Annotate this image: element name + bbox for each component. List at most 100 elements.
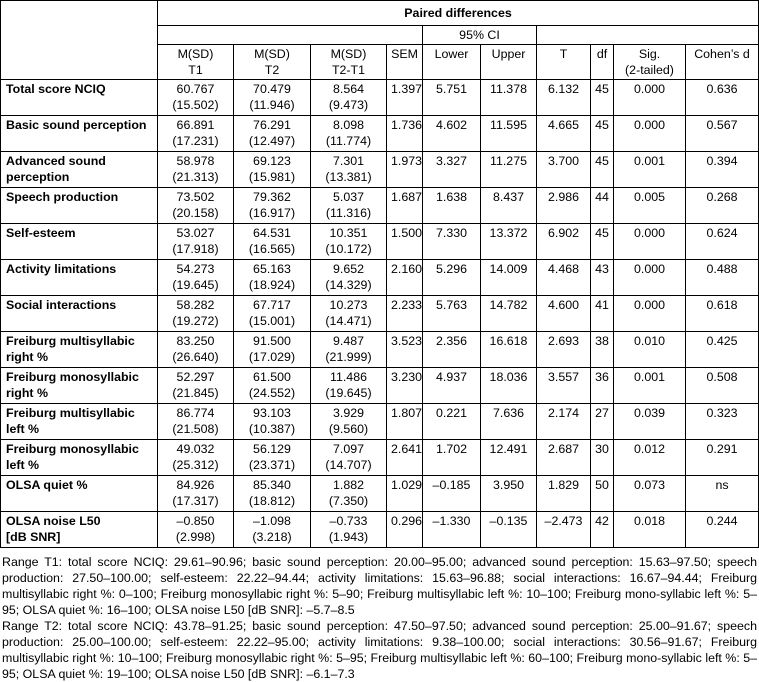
cell-cohens-d: 0.508: [684, 367, 759, 404]
range-t2-note: Range T2: total score NCIQ: 43.78–91.25;…: [2, 619, 757, 681]
cell-sem: 3.230: [386, 367, 423, 404]
row-label: Freiburg monosyllabic left %: [0, 439, 158, 476]
cell-ci-upper: 18.036: [480, 367, 537, 404]
cell-significance: 0.073: [613, 475, 686, 512]
cell-df: 44: [590, 187, 614, 224]
cell-mean-sd-diff: 9.652 (14.329): [310, 259, 387, 296]
cell-mean-sd-t1: –0.850 (2.998): [157, 511, 234, 548]
cell-mean-sd-diff: 5.037 (11.316): [310, 187, 387, 224]
cell-t-value: 1.829: [536, 475, 591, 512]
cell-ci-upper: 12.491: [480, 439, 537, 476]
cell-mean-sd-t2: 69.123 (15.981): [233, 151, 311, 188]
cell-ci-upper: 14.782: [480, 295, 537, 332]
cell-ci-lower: 4.602: [422, 115, 481, 152]
cell-mean-sd-t2: 70.479 (11.946): [233, 79, 311, 116]
cell-ci-upper: 13.372: [480, 223, 537, 260]
cell-ci-upper: 11.275: [480, 151, 537, 188]
cell-sem: 1.029: [386, 475, 423, 512]
table-row: Freiburg monosyllabic right % 52.297 (21.8…: [0, 367, 759, 404]
cell-cohens-d: 0.291: [684, 439, 759, 476]
paired-differences-table: Paired differences 95% CI M(SD) T1 M(SD) T2…: [0, 0, 759, 548]
cell-mean-sd-t1: 58.282 (19.272): [157, 295, 234, 332]
cell-ci-lower: 3.327: [422, 151, 481, 188]
paired-differences-header: Paired differences: [156, 0, 759, 26]
cell-sem: 1.736: [386, 115, 423, 152]
cell-ci-upper: 11.595: [480, 115, 537, 152]
ci-header: 95% CI: [422, 25, 537, 45]
cell-cohens-d: 0.394: [684, 151, 759, 188]
row-label: Freiburg multisyllabic left %: [0, 403, 158, 440]
cell-significance: 0.000: [613, 259, 686, 296]
cell-mean-sd-t2: 79.362 (16.917): [233, 187, 311, 224]
cell-ci-upper: 8.437: [480, 187, 537, 224]
empty-corner-cell: [0, 0, 158, 80]
table-row: Advanced sound perception 58.978 (21.313) 6…: [0, 151, 759, 188]
range-t1-note: Range T1: total score NCIQ: 29.61–90.96;…: [2, 555, 757, 617]
cell-mean-sd-diff: 11.486 (19.645): [310, 367, 387, 404]
cell-t-value: 2.693: [536, 331, 591, 368]
column-header-ci-upper: Upper: [480, 44, 537, 80]
cell-ci-lower: 7.330: [422, 223, 481, 260]
cell-mean-sd-t1: 86.774 (21.508): [157, 403, 234, 440]
table-row: Freiburg multisyllabic left % 86.774 (21.5…: [0, 403, 759, 440]
cell-sem: 1.807: [386, 403, 423, 440]
row-label: Freiburg monosyllabic right %: [0, 367, 158, 404]
table-row: Basic sound perception 66.891 (17.231) 76.2…: [0, 115, 759, 152]
cell-df: 27: [590, 403, 614, 440]
cell-t-value: 3.700: [536, 151, 591, 188]
cell-ci-upper: 11.378: [480, 79, 537, 116]
cell-ci-lower: 5.763: [422, 295, 481, 332]
cell-mean-sd-t2: 67.717 (15.001): [233, 295, 311, 332]
column-header-mean-sd-t1: M(SD) T1: [157, 44, 234, 80]
table-row: OLSA noise L50 [dB SNR] –0.850 (2.998) –1.09…: [0, 511, 759, 548]
row-label: OLSA noise L50 [dB SNR]: [0, 511, 158, 548]
row-label: Self-esteem: [0, 223, 158, 260]
cell-sem: 0.296: [386, 511, 423, 548]
cell-df: 41: [590, 295, 614, 332]
cell-mean-sd-diff: 8.098 (11.774): [310, 115, 387, 152]
column-header-t-value: T: [536, 44, 591, 80]
cell-df: 43: [590, 259, 614, 296]
cell-mean-sd-t1: 84.926 (17.317): [157, 475, 234, 512]
cell-df: 30: [590, 439, 614, 476]
table-row: Speech production 73.502 (20.158) 79.362 (16…: [0, 187, 759, 224]
cell-sem: 2.160: [386, 259, 423, 296]
table-row: Self-esteem 53.027 (17.918) 64.531 (16.565) 1…: [0, 223, 759, 260]
cell-mean-sd-diff: 7.097 (14.707): [310, 439, 387, 476]
cell-cohens-d: 0.425: [684, 331, 759, 368]
cell-sem: 3.523: [386, 331, 423, 368]
column-header-mean-sd-diff: M(SD) T2-T1: [310, 44, 387, 80]
cell-ci-upper: 7.636: [480, 403, 537, 440]
cell-mean-sd-t2: 76.291 (12.497): [233, 115, 311, 152]
cell-mean-sd-t1: 66.891 (17.231): [157, 115, 234, 152]
cell-sem: 1.397: [386, 79, 423, 116]
row-label: Total score NCIQ: [0, 79, 158, 116]
cell-mean-sd-t1: 53.027 (17.918): [157, 223, 234, 260]
cell-mean-sd-t2: 93.103 (10.387): [233, 403, 311, 440]
cell-df: 36: [590, 367, 614, 404]
cell-t-value: 2.174: [536, 403, 591, 440]
table-row: Social interactions 58.282 (19.272) 67.717(…: [0, 295, 759, 332]
row-label: OLSA quiet %: [0, 475, 158, 512]
cell-cohens-d: 0.624: [684, 223, 759, 260]
column-header-sem: SEM: [386, 44, 423, 80]
table-footnote: Range T1: total score NCIQ: 29.61–90.96;…: [2, 554, 757, 682]
cell-t-value: 4.600: [536, 295, 591, 332]
table-row: Freiburg multisyllabic right % 83.250 (26.…: [0, 331, 759, 368]
cell-sem: 2.233: [386, 295, 423, 332]
row-label: Advanced sound perception: [0, 151, 158, 188]
cell-mean-sd-diff: 7.301 (13.381): [310, 151, 387, 188]
cell-mean-sd-t1: 52.297 (21.845): [157, 367, 234, 404]
cell-mean-sd-t2: 85.340 (18.812): [233, 475, 311, 512]
cell-df: 42: [590, 511, 614, 548]
column-header-mean-sd-t2: M(SD) T2: [233, 44, 311, 80]
cell-ci-lower: 5.751: [422, 79, 481, 116]
cell-df: 50: [590, 475, 614, 512]
cell-significance: 0.000: [613, 115, 686, 152]
cell-significance: 0.039: [613, 403, 686, 440]
cell-ci-lower: 5.296: [422, 259, 481, 296]
cell-significance: 0.018: [613, 511, 686, 548]
cell-sem: 1.687: [386, 187, 423, 224]
cell-ci-upper: 3.950: [480, 475, 537, 512]
cell-significance: 0.005: [613, 187, 686, 224]
